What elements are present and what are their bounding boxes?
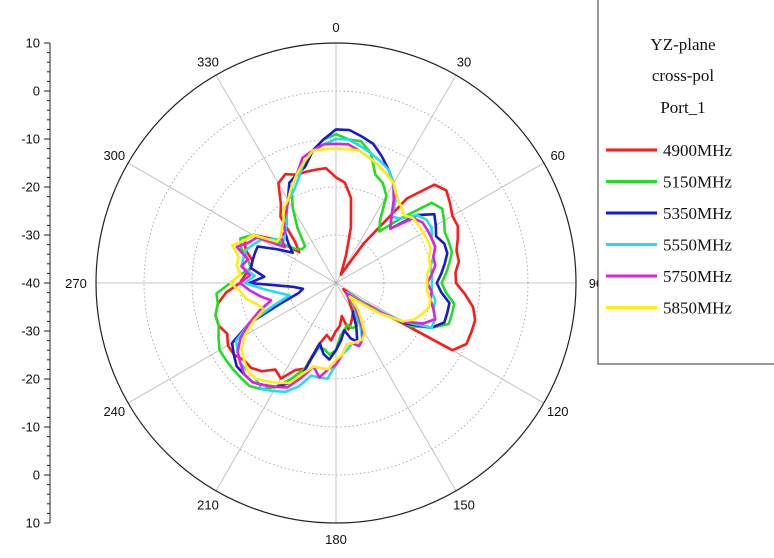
radial-tick-label: -20 <box>21 180 40 195</box>
angle-label-150: 150 <box>453 498 475 513</box>
legend: YZ-plane cross-pol Port_1 4900MHz 5150MHz… <box>597 0 774 365</box>
legend-title-line-1: YZ-plane <box>650 35 715 54</box>
radial-tick-label: -10 <box>21 132 40 147</box>
radial-tick-label: 0 <box>33 84 40 99</box>
legend-entry-label: 4900MHz <box>663 141 732 160</box>
legend-entry-label: 5350MHz <box>663 204 732 223</box>
angle-label-270: 270 <box>65 276 87 291</box>
outer-ring <box>95 42 577 524</box>
angle-label-120: 120 <box>547 404 569 419</box>
series-lines <box>214 128 477 394</box>
grid-spoke <box>335 74 457 284</box>
angle-label-210: 210 <box>197 498 219 513</box>
angle-label-60: 60 <box>550 148 564 163</box>
grid-spoke <box>127 162 337 284</box>
radial-tick-label: 10 <box>26 516 40 531</box>
legend-entry-label: 5850MHz <box>663 299 732 318</box>
polar-grid <box>95 42 577 524</box>
radial-tick-label: -20 <box>21 372 40 387</box>
series-line-5350MHz <box>230 128 451 389</box>
angle-label-0: 0 <box>332 20 339 35</box>
legend-entry-label: 5550MHz <box>663 236 732 255</box>
series-line-5850MHz <box>229 147 433 385</box>
angle-label-300: 300 <box>103 148 125 163</box>
angle-label-180: 180 <box>325 532 347 547</box>
radial-tick-label: -30 <box>21 324 40 339</box>
legend-entry-label: 5750MHz <box>663 267 732 286</box>
radial-tick-label: -40 <box>21 276 40 291</box>
grid-spoke <box>215 74 337 284</box>
radial-tick-label: 10 <box>26 36 40 51</box>
angle-label-30: 30 <box>457 54 471 69</box>
angle-label-240: 240 <box>103 404 125 419</box>
radial-axis: 10 0 -10 -20 -30 -40 -30 -20 -10 0 10 <box>21 36 51 531</box>
legend-title-line-3: Port_1 <box>660 98 705 117</box>
grid-spoke <box>335 162 545 284</box>
angle-label-330: 330 <box>197 54 219 69</box>
radial-tick-label: 0 <box>33 468 40 483</box>
legend-title-line-2: cross-pol <box>652 66 715 85</box>
legend-entry-label: 5150MHz <box>663 173 732 192</box>
radial-tick-label: -30 <box>21 228 40 243</box>
radial-tick-label: -10 <box>21 420 40 435</box>
